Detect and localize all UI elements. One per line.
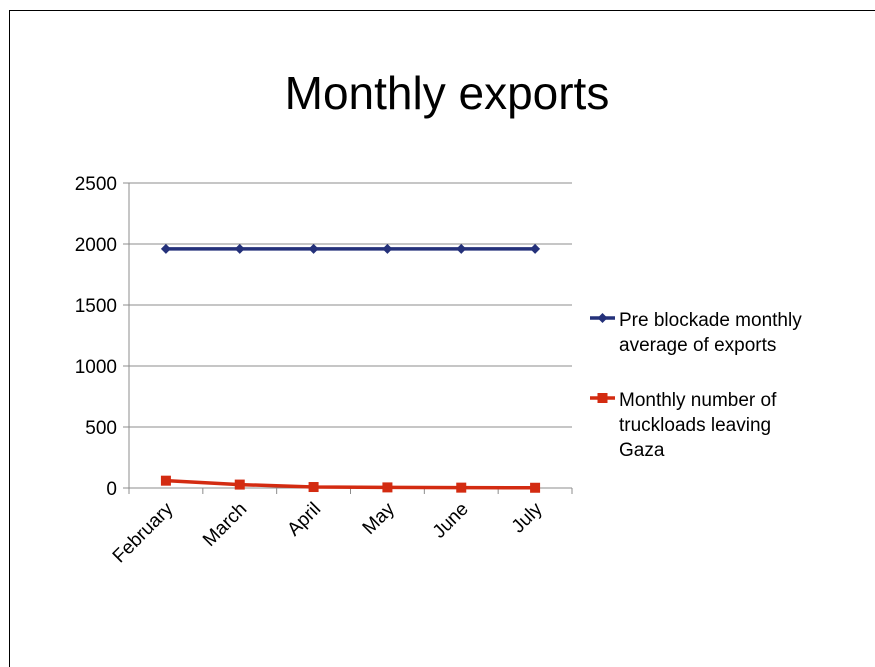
y-tick-label: 2000 xyxy=(75,235,117,256)
data-point xyxy=(308,243,319,254)
data-point xyxy=(308,482,319,493)
legend-marker xyxy=(597,393,608,403)
y-tick-label: 1000 xyxy=(75,357,117,378)
series-line-2 xyxy=(165,478,536,490)
x-tick-label: July xyxy=(508,498,547,537)
legend-label: truckloads leaving xyxy=(619,415,771,436)
legend-label: Gaza xyxy=(619,440,665,461)
y-tick-label: 2500 xyxy=(75,174,117,195)
legend-label: Monthly number of xyxy=(619,390,777,411)
legend-label: average of exports xyxy=(619,335,776,356)
chart-title: Monthly exports xyxy=(284,67,610,119)
data-point xyxy=(456,482,467,493)
legend-marker xyxy=(597,313,608,323)
x-tick-label: March xyxy=(199,499,251,551)
data-point xyxy=(160,475,171,486)
y-tick-label: 500 xyxy=(85,418,117,439)
slide-frame xyxy=(9,10,875,667)
data-point xyxy=(234,243,245,254)
data-point xyxy=(160,243,171,254)
x-tick-label: February xyxy=(109,498,178,567)
data-point xyxy=(234,479,245,490)
x-tick-label: May xyxy=(359,498,400,539)
data-point xyxy=(382,243,393,254)
data-point xyxy=(530,482,541,493)
y-tick-label: 1500 xyxy=(75,296,117,317)
data-point xyxy=(456,243,467,254)
x-tick-label: April xyxy=(283,499,325,541)
x-tick-label: June xyxy=(429,499,473,543)
data-point xyxy=(530,243,541,254)
data-point xyxy=(382,482,393,493)
legend-label: Pre blockade monthly xyxy=(619,310,802,331)
y-tick-label: 0 xyxy=(106,479,117,500)
